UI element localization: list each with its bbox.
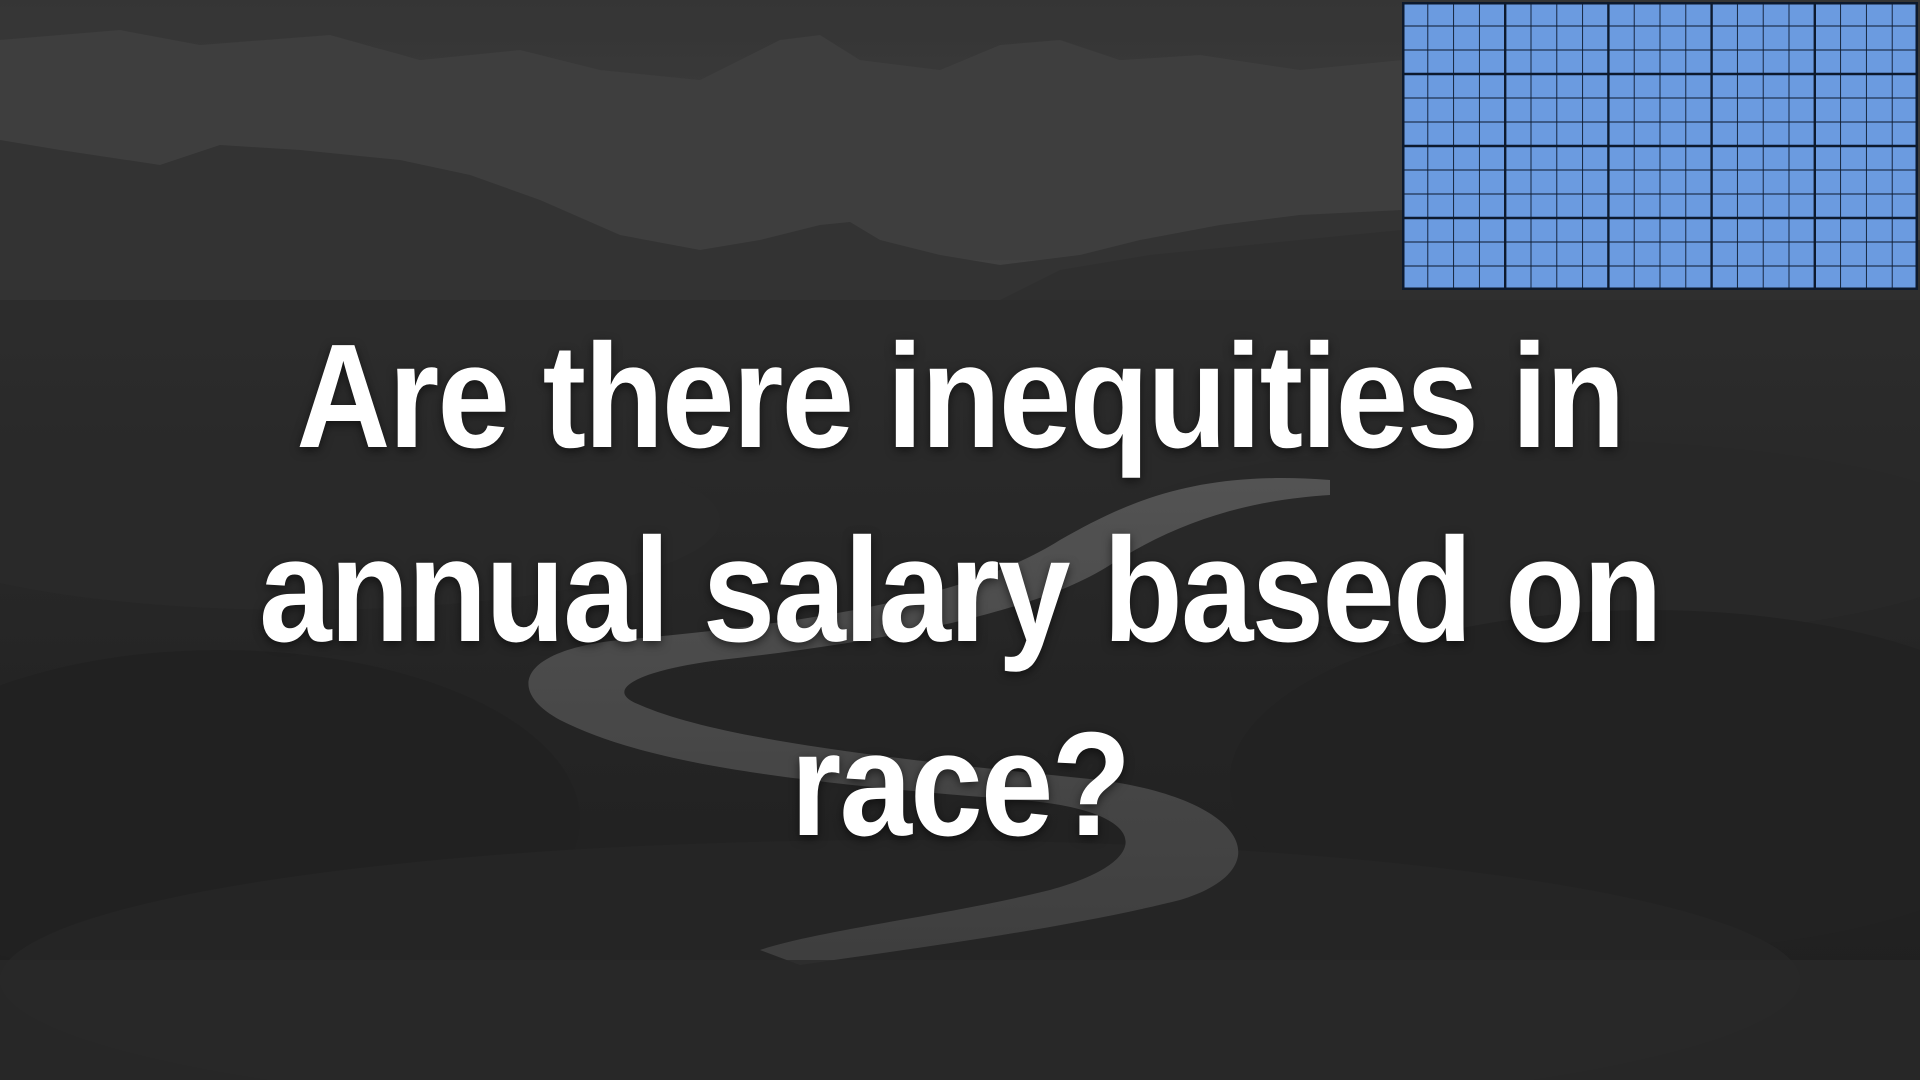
blue-grid-logo <box>1402 2 1918 290</box>
headline: Are there inequities in annual salary ba… <box>256 300 1664 882</box>
